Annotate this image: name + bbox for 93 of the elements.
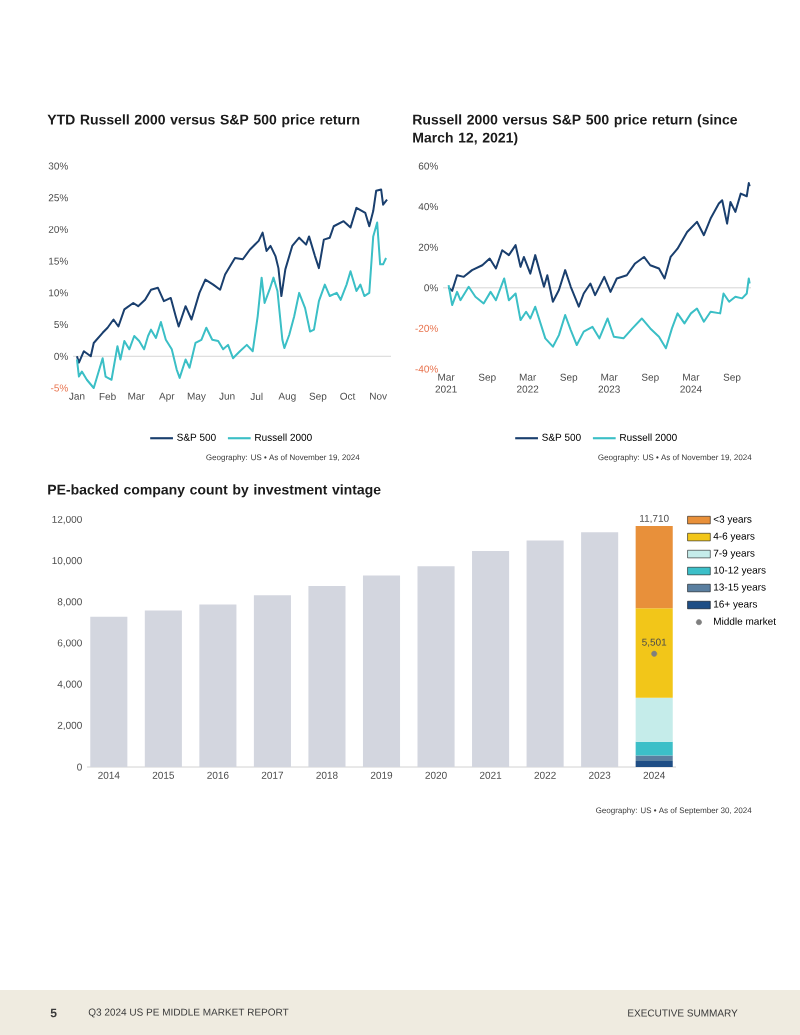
y-tick-label: 5% — [54, 321, 68, 329]
y-tick-label: 2,000 — [57, 721, 82, 730]
x-tick-label: 2023 — [589, 771, 611, 779]
y-tick-label: 25% — [48, 194, 68, 202]
x-tick-label: 2018 — [316, 771, 338, 779]
y-tick-label: 4,000 — [57, 680, 82, 689]
x-tick-label: Sep — [478, 373, 496, 383]
bar — [199, 604, 237, 768]
x-tick-label: May — [187, 392, 206, 402]
legend-label: Russell 2000 — [620, 433, 677, 441]
y-tick-label: -5% — [50, 384, 68, 392]
bar — [417, 566, 455, 768]
x-tick-label: Mar 2022 — [517, 373, 539, 393]
y-tick-label: 0% — [54, 352, 68, 360]
legend-label: Middle market — [714, 617, 776, 625]
y-tick-label: 20% — [48, 225, 68, 233]
x-tick-label: Mar 2023 — [598, 373, 620, 393]
bar — [635, 761, 673, 768]
y-tick-label: 60% — [418, 162, 438, 170]
legend-label: 4-6 years — [713, 532, 755, 542]
x-tick-label: 2016 — [207, 771, 229, 779]
legend-label: 10-12 years — [714, 566, 766, 576]
y-tick-label: 10% — [49, 289, 68, 297]
line-series — [447, 182, 751, 308]
x-tick-label: Sep — [723, 373, 741, 383]
x-tick-label: 2015 — [152, 771, 175, 779]
bar — [90, 616, 128, 768]
y-tick-label: 40% — [418, 203, 438, 211]
x-tick-label: Mar 2024 — [680, 373, 702, 393]
bar — [635, 697, 673, 742]
legend-label: S&P 500 — [542, 433, 581, 441]
x-tick-label: Jan — [69, 392, 85, 400]
x-tick-label: Sep — [560, 373, 578, 383]
line-series — [447, 277, 751, 350]
text: EXECUTIVE SUMMARY — [628, 1009, 738, 1017]
text: Geography: US • As of November 19, 2024 — [206, 454, 360, 462]
line-series — [75, 188, 389, 364]
x-tick-label: Mar 2021 — [435, 373, 457, 393]
legend-label: Russell 2000 — [255, 433, 312, 441]
bar — [308, 585, 346, 768]
bar — [253, 595, 291, 768]
chart-title: PE-backed company count by investment vintage — [48, 484, 381, 498]
y-tick-label: 0 — [77, 763, 82, 771]
y-tick-label: 30% — [48, 162, 68, 170]
x-tick-label: 2020 — [425, 771, 447, 779]
y-tick-label: 15% — [49, 257, 68, 265]
y-tick-label: 20% — [418, 243, 438, 251]
y-tick-label: 12,000 — [52, 515, 82, 525]
text: Q3 2024 US PE MIDDLE MARKET REPORT — [88, 1008, 289, 1018]
total-label: 11,710 — [640, 514, 669, 524]
chart-title: Russell 2000 versus S&P 500 price return (since March 12, 2021) — [413, 114, 738, 146]
x-tick-label: 2014 — [98, 771, 120, 779]
x-tick-label: Jul — [250, 392, 263, 401]
x-tick-label: 2024 — [643, 771, 666, 779]
y-tick-label: 8,000 — [57, 598, 82, 607]
x-tick-label: Jun — [219, 392, 235, 400]
x-tick-label: Apr — [159, 392, 175, 402]
text: 5 — [50, 1008, 57, 1018]
data-label: 5,501 — [642, 638, 667, 647]
bar — [635, 741, 673, 756]
text: Geography: US • As of September 30, 2024 — [596, 807, 752, 815]
legend-label: 13-15 years — [714, 583, 766, 593]
x-tick-label: Aug — [278, 392, 296, 402]
bar — [526, 540, 564, 768]
x-tick-label: 2019 — [370, 771, 393, 779]
legend-label: 7-9 years — [713, 549, 755, 559]
x-tick-label: Sep — [309, 392, 327, 402]
y-tick-label: 10,000 — [52, 557, 82, 566]
x-tick-label: Oct — [340, 392, 356, 400]
text: Geography: US • As of November 19, 2024 — [598, 454, 752, 462]
legend-label: 16+ years — [714, 600, 758, 610]
bar — [144, 610, 182, 768]
bar — [362, 575, 401, 768]
x-tick-label: 2017 — [261, 771, 284, 779]
line-series — [75, 221, 388, 389]
bar — [635, 755, 673, 762]
x-tick-label: Mar — [128, 392, 145, 400]
x-tick-label: Nov — [370, 392, 388, 400]
chart-title: YTD Russell 2000 versus S&P 500 price return — [47, 114, 360, 128]
bar — [635, 525, 673, 609]
legend-label: S&P 500 — [177, 433, 216, 441]
x-tick-label: 2022 — [534, 771, 556, 779]
x-tick-label: Feb — [99, 392, 116, 401]
x-tick-label: 2021 — [479, 771, 502, 779]
y-tick-label: -40% — [415, 365, 438, 373]
y-tick-label: 6,000 — [57, 639, 82, 648]
legend-label: <3 years — [713, 515, 752, 525]
bar — [472, 550, 510, 768]
y-tick-label: 0% — [424, 284, 438, 292]
x-tick-label: Sep — [641, 373, 659, 383]
bar — [581, 532, 619, 768]
y-tick-label: -20% — [415, 324, 438, 332]
bar — [635, 608, 673, 698]
